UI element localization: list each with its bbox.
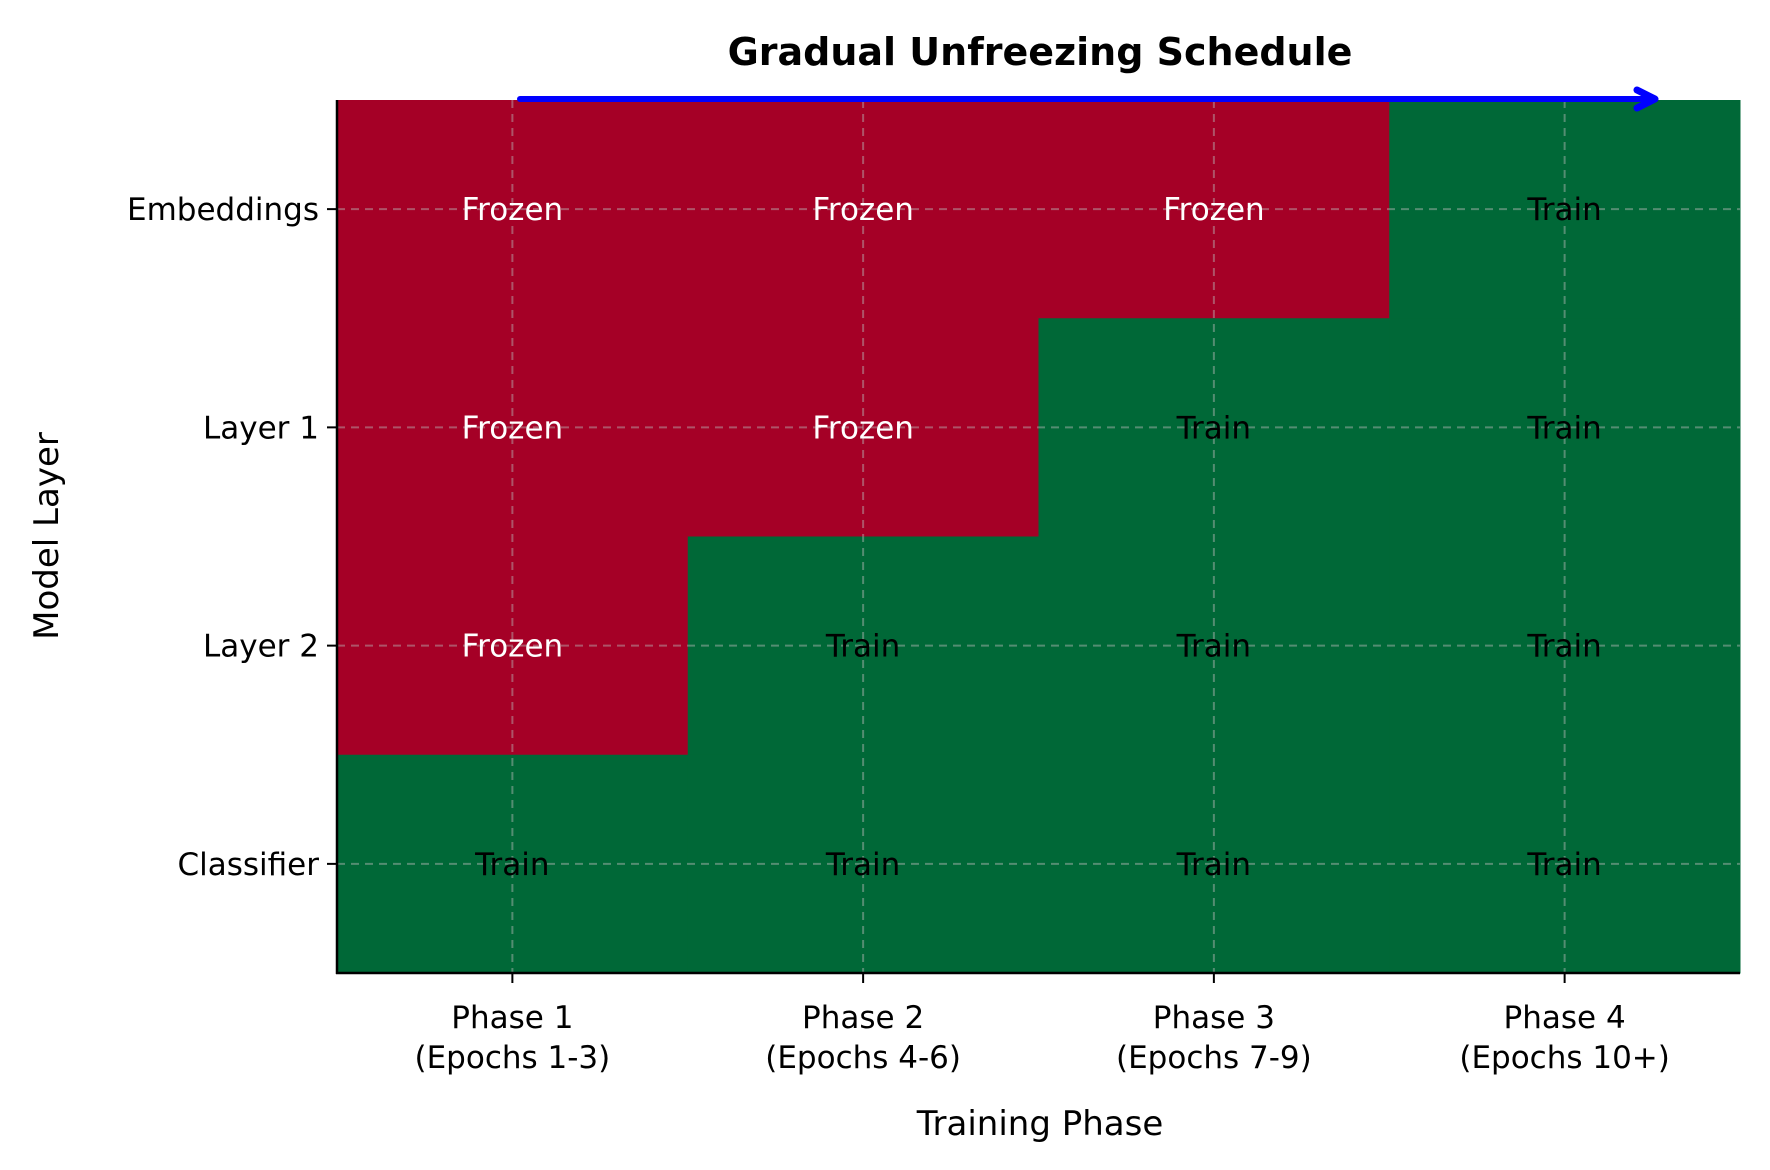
grid-lines [337,100,1740,973]
heatmap-cell [337,754,689,974]
x-tick-label: Phase 1 (Epochs 1-3) [415,1000,611,1076]
heatmap-cell [337,536,689,756]
x-tick-label-line: Phase 2 [802,1000,924,1036]
cell-label: Train [474,847,549,883]
cell-label: Frozen [462,192,564,228]
y-tick-label: Layer 2 [203,629,319,665]
cell-label: Train [1176,629,1251,665]
cell-labels: Frozen Frozen Frozen Train Frozen Frozen Train… [462,192,1602,883]
chart-title: Gradual Unfreezing Schedule [728,30,1353,74]
heatmap-cell [337,100,689,319]
cell-label: Train [1526,847,1601,883]
x-axis-label: Training Phase [916,1104,1163,1144]
heatmap-cell [687,754,1039,974]
cell-label: Frozen [462,410,564,446]
heatmap-cell [687,318,1039,537]
x-tick-label-line: Phase 4 [1504,1000,1626,1036]
x-tick-label: Phase 3 (Epochs 7-9) [1116,1000,1312,1076]
heatmap-cell [1038,318,1390,537]
cell-label: Frozen [812,410,914,446]
x-tick-label: Phase 4 (Epochs 10+) [1459,1000,1670,1076]
cell-label: Frozen [462,629,564,665]
y-axis-label: Model Layer [27,432,67,640]
heatmap-cells [337,100,1741,974]
arrow-head-icon [1633,86,1659,112]
heatmap-cell [687,536,1039,756]
cell-label: Frozen [1163,192,1265,228]
heatmap-cell [1389,536,1741,756]
cell-label: Frozen [812,192,914,228]
axes: Phase 1 (Epochs 1-3)Phase 2 (Epochs 4-6)Ph… [127,86,1740,1076]
x-tick-label-line: Phase 1 [451,1000,573,1036]
heatmap-cell [1038,100,1390,319]
y-tick-label: Classifier [177,847,319,883]
heatmap-cell [1389,754,1741,974]
x-tick-label: Phase 2 (Epochs 4-6) [765,1000,961,1076]
x-tick-label-line: Phase 3 [1153,1000,1275,1036]
y-tick-label: Layer 1 [203,410,319,446]
x-tick-label-line: (Epochs 4-6) [765,1040,961,1076]
cell-label: Train [1176,410,1251,446]
cell-label: Train [825,629,900,665]
cell-label: Train [1526,192,1601,228]
heatmap-cell [337,318,689,537]
x-tick-label-line: (Epochs 1-3) [415,1040,611,1076]
heatmap-cell [1038,536,1390,756]
cell-label: Train [1526,629,1601,665]
y-tick-label: Embeddings [127,192,319,228]
cell-label: Train [825,847,900,883]
heatmap-cell [687,100,1039,319]
x-tick-label-line: (Epochs 7-9) [1116,1040,1312,1076]
cell-label: Train [1526,410,1601,446]
heatmap-cell [1038,754,1390,974]
cell-label: Train [1176,847,1251,883]
heatmap-cell [1389,100,1741,319]
heatmap-cell [1389,318,1741,537]
x-tick-label-line: (Epochs 10+) [1459,1040,1670,1076]
